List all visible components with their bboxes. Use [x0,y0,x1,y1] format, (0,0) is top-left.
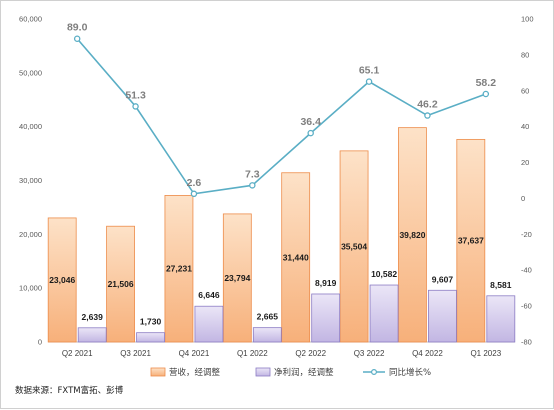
x-tick-label: Q1 2022 [237,349,268,358]
profit-bar [77,327,107,343]
line-layer [73,35,490,198]
growth-marker [132,103,139,110]
growth-data-label: 58.2 [476,77,497,89]
y-right-tick-label: 0 [521,194,525,203]
x-tick-label: Q3 2022 [354,349,385,358]
revenue-bar [456,138,486,343]
revenue-bar [106,225,135,343]
revenue-data-label: 39,820 [399,230,425,240]
y-left-tick-label: 60,000 [19,15,42,24]
revenue-data-label: 37,637 [458,236,484,246]
labels-layer: 23,046 21,506 27,231 23,794 31,440 35,504 39,8… [49,22,512,327]
revenue-bar [164,195,194,343]
legend-revenue-label: 营收，经调整 [169,367,221,378]
revenue-data-label: 27,231 [166,264,192,274]
profit-bar [194,305,224,343]
revenue-data-label: 23,794 [224,273,250,283]
growth-data-label: 2.6 [187,177,202,189]
y-left-tick-label: 30,000 [19,176,42,185]
growth-marker [73,35,81,42]
y-right-tick-label: -60 [521,302,532,311]
y-left-tick-label: 50,000 [19,68,42,77]
source-note: 数据来源：FXTM富拓、彭博 [15,386,124,396]
growth-marker [424,112,431,119]
legend-growth-marker [371,369,378,376]
legend-profit-label: 净利润，经调整 [274,367,334,378]
y-right-tick-label: 20 [521,158,529,167]
growth-marker [365,78,373,85]
x-tick-label: Q4 2022 [412,349,443,358]
profit-bar [136,332,165,343]
x-tick-label: Q2 2021 [62,349,93,358]
profit-bar [428,289,457,343]
legend: 营收，经调整 净利润，经调整 同比增长% [150,367,431,378]
x-tick-label: Q1 2023 [470,349,501,358]
y-right-tick-label: -40 [521,266,532,275]
y-right-tick-label: -20 [521,230,532,239]
growth-line [76,38,487,195]
revenue-bar [222,213,252,343]
profit-bar [486,295,516,343]
legend-revenue-swatch [150,367,166,377]
revenue-bar [339,150,369,343]
growth-marker [190,190,198,198]
revenue-data-label: 31,440 [283,252,309,262]
y-right-tick-label: 100 [521,15,534,24]
growth-data-label: 65.1 [359,65,380,77]
revenue-bar [398,127,427,343]
revenue-bar [47,217,77,343]
y-right-tick-label: 60 [521,86,529,95]
growth-marker [249,182,256,189]
growth-marker [307,129,314,137]
axes-layer: 0 10,000 20,000 30,000 40,000 50,000 60,000 -80… [19,15,533,359]
revenue-bar [281,172,311,343]
growth-data-label: 46.2 [417,99,438,111]
revenue-data-label: 35,504 [341,241,367,251]
x-tick-label: Q2 2022 [295,349,326,358]
y-left-tick-label: 10,000 [19,284,42,293]
growth-data-label: 51.3 [125,89,146,101]
profit-bar [252,327,282,343]
revenue-data-label: 23,046 [49,275,75,285]
y-right-tick-label: 40 [521,122,529,131]
profit-data-label: 10,582 [371,269,397,279]
y-left-tick-label: 40,000 [19,122,42,131]
growth-data-label: 89.0 [67,22,88,34]
y-right-tick-label: 80 [521,50,529,59]
growth-marker [482,90,490,98]
profit-bar [311,293,341,343]
revenue-data-label: 21,506 [108,279,134,289]
legend-profit-swatch [255,367,271,377]
profit-bar [369,284,399,343]
profit-data-label: 8,919 [315,278,337,288]
y-left-tick-label: 0 [38,338,42,347]
profit-data-label: 2,639 [82,312,104,322]
x-tick-label: Q3 2021 [120,349,151,358]
bars-layer [47,127,516,343]
profit-data-label: 8,581 [490,280,512,290]
legend-growth-label: 同比增长% [389,367,431,378]
growth-data-label: 7.3 [245,168,260,180]
y-right-tick-label: -80 [521,338,532,347]
growth-data-label: 36.4 [300,116,321,128]
profit-data-label: 2,665 [257,312,279,322]
profit-data-label: 9,607 [432,274,454,284]
y-left-tick-label: 20,000 [19,230,42,239]
x-tick-label: Q4 2021 [179,349,210,358]
profit-data-label: 6,646 [198,290,220,300]
profit-data-label: 1,730 [140,317,162,327]
